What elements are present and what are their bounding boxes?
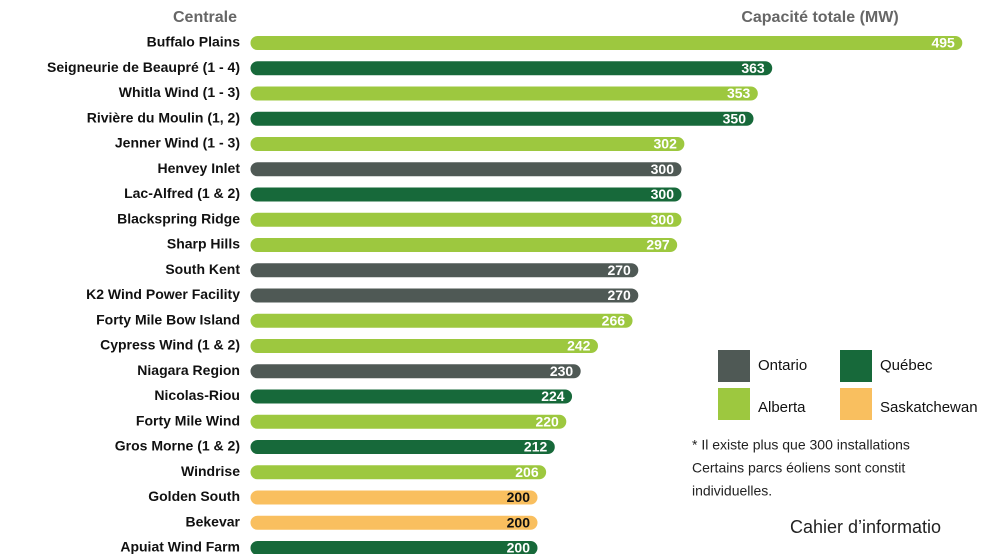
- value-label: 300: [651, 161, 675, 177]
- category-label: Blackspring Ridge: [117, 210, 240, 226]
- category-header: Centrale: [173, 9, 237, 26]
- note: individuelles.: [692, 483, 772, 499]
- bar: [249, 338, 599, 354]
- category-label: Windrise: [181, 463, 240, 479]
- category-label: Lac-Alfred (1 & 2): [124, 185, 240, 201]
- legend-swatch: [718, 388, 750, 420]
- value-label: 200: [507, 489, 531, 505]
- bar: [249, 287, 640, 304]
- bar: [249, 262, 640, 279]
- category-label: Niagara Region: [137, 362, 240, 378]
- bar: [249, 110, 755, 127]
- value-label: 200: [507, 540, 531, 554]
- note: * Il existe plus que 300 installations: [692, 437, 910, 453]
- category-label: Forty Mile Wind: [136, 412, 240, 428]
- legend-label: Ontario: [758, 357, 807, 374]
- bar: [249, 439, 556, 455]
- bar: [249, 514, 539, 531]
- bar: [249, 388, 574, 405]
- bar: [249, 312, 634, 329]
- note: Certains parcs éoliens sont constit: [692, 460, 905, 476]
- category-label: K2 Wind Power Facility: [86, 286, 240, 302]
- category-label: Apuiat Wind Farm: [120, 539, 240, 554]
- value-label: 220: [535, 413, 559, 429]
- bar: [249, 211, 683, 228]
- value-label: 266: [602, 312, 626, 328]
- legend-label: Saskatchewan: [880, 399, 978, 416]
- category-label: Whitla Wind (1 - 3): [119, 84, 240, 100]
- category-label: Gros Morne (1 & 2): [115, 438, 240, 454]
- value-label: 242: [567, 338, 591, 354]
- value-label: 206: [515, 464, 539, 480]
- bar: [249, 540, 539, 554]
- category-label: Buffalo Plains: [147, 34, 241, 50]
- category-label: Seigneurie de Beaupré (1 - 4): [47, 59, 240, 75]
- value-label: 300: [651, 211, 675, 227]
- bar: [249, 60, 774, 77]
- bar: [249, 237, 679, 253]
- legend-swatch: [840, 350, 872, 382]
- value-header: Capacité totale (MW): [741, 9, 898, 26]
- value-label: 230: [550, 363, 574, 379]
- category-label: Jenner Wind (1 - 3): [115, 135, 240, 151]
- category-label: Bekevar: [186, 513, 241, 529]
- value-label: 224: [541, 388, 565, 404]
- bar: [249, 489, 539, 506]
- category-label: Sharp Hills: [167, 236, 240, 252]
- category-label: Henvey Inlet: [158, 160, 241, 176]
- value-label: 270: [607, 262, 631, 278]
- footer: Cahier d’informatio: [790, 517, 941, 537]
- value-label: 212: [524, 439, 548, 455]
- category-label: Nicolas-Riou: [154, 387, 240, 403]
- value-label: 495: [931, 35, 955, 51]
- bar: [249, 464, 548, 481]
- bar: [249, 85, 759, 102]
- bar: [249, 35, 964, 51]
- legend-swatch: [718, 350, 750, 382]
- value-label: 353: [727, 85, 751, 101]
- category-label: South Kent: [165, 261, 240, 277]
- value-label: 300: [651, 186, 675, 202]
- bar: [249, 161, 683, 178]
- category-label: Forty Mile Bow Island: [96, 311, 240, 327]
- value-label: 350: [723, 110, 747, 126]
- bar: [249, 186, 683, 203]
- value-label: 200: [507, 514, 531, 530]
- category-label: Rivière du Moulin (1, 2): [87, 109, 240, 125]
- value-label: 297: [646, 237, 670, 253]
- legend-swatch: [840, 388, 872, 420]
- category-label: Cypress Wind (1 & 2): [100, 337, 240, 353]
- bar: [249, 363, 582, 380]
- value-label: 363: [741, 60, 765, 76]
- bar: [249, 413, 568, 430]
- value-label: 270: [607, 287, 631, 303]
- category-label: Golden South: [148, 488, 240, 504]
- bar: [249, 136, 686, 152]
- value-label: 302: [654, 136, 678, 152]
- legend-label: Québec: [880, 357, 933, 374]
- legend-label: Alberta: [758, 399, 806, 416]
